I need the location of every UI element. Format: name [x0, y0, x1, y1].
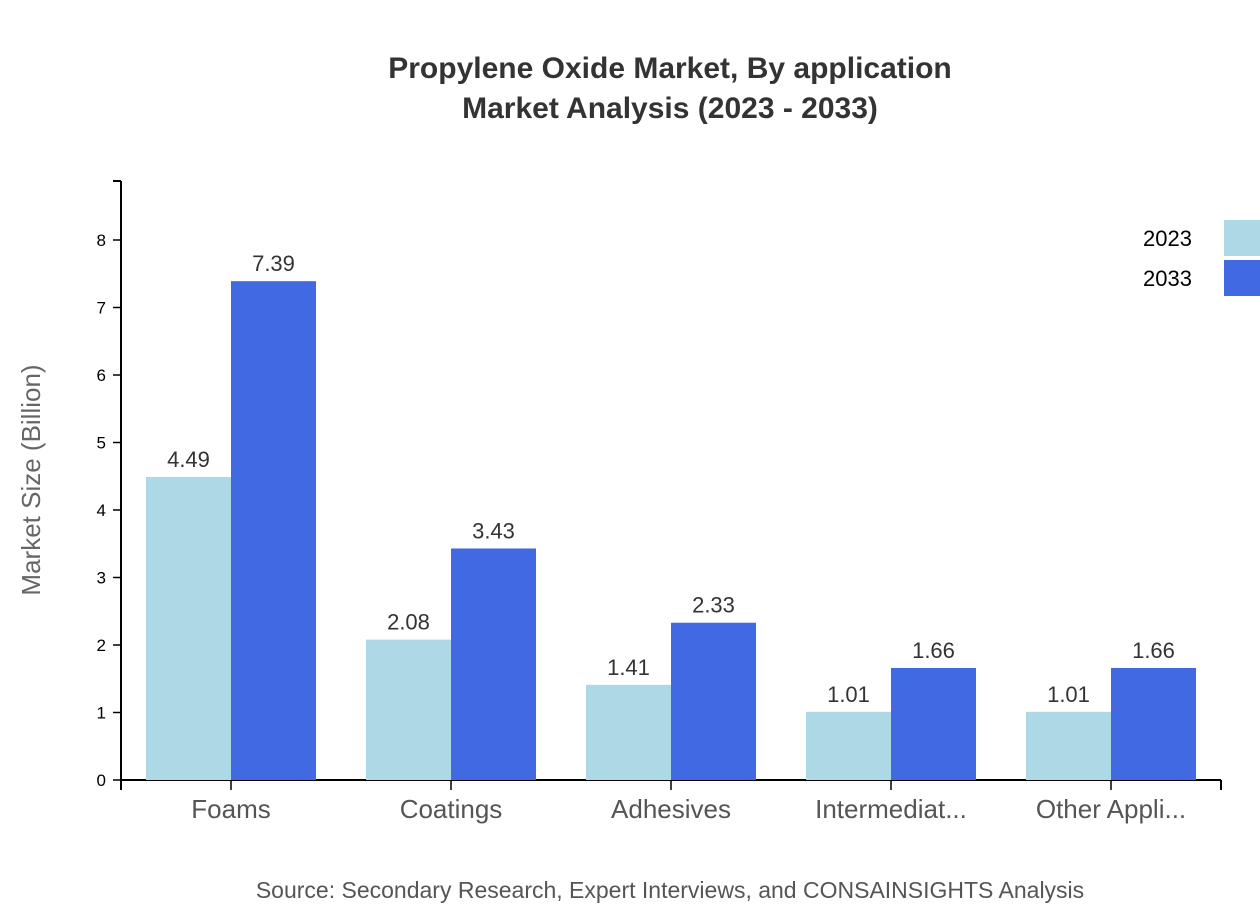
x-tick-label: Other Appli... — [1036, 794, 1186, 824]
bar-2033 — [1111, 667, 1196, 780]
bar-2023 — [1026, 711, 1111, 780]
bar-value-label: 7.39 — [252, 251, 295, 276]
bar-2033 — [671, 622, 756, 780]
bar-value-label: 1.66 — [1132, 638, 1175, 663]
x-tick-label: Intermediat... — [815, 794, 967, 824]
y-tick-label: 0 — [97, 771, 106, 790]
y-tick-label: 8 — [97, 231, 106, 250]
legend-swatch — [1224, 220, 1260, 256]
bar-2023 — [806, 711, 891, 780]
y-tick-label: 3 — [97, 569, 106, 588]
bar-2023 — [366, 639, 451, 780]
bar-value-label: 2.08 — [387, 610, 430, 635]
bar-2023 — [146, 476, 231, 780]
y-tick-label: 7 — [97, 299, 106, 318]
legend-label: 2033 — [1143, 266, 1192, 291]
y-tick-label: 4 — [97, 501, 106, 520]
y-tick-label: 6 — [97, 366, 106, 385]
y-tick-label: 2 — [97, 636, 106, 655]
bar-2033 — [891, 667, 976, 780]
source-note: Source: Secondary Research, Expert Inter… — [255, 877, 1085, 903]
chart-title: Propylene Oxide Market, By application — [388, 52, 952, 85]
bar-value-label: 1.01 — [1047, 682, 1090, 707]
legend-label: 2023 — [1143, 226, 1192, 251]
y-tick-label: 5 — [97, 434, 106, 453]
bar-value-label: 1.41 — [607, 655, 650, 680]
bar-value-label: 3.43 — [472, 518, 515, 543]
bar-2023 — [586, 684, 671, 780]
y-tick-label: 1 — [97, 704, 106, 723]
bar-value-label: 1.01 — [827, 682, 870, 707]
bar-value-label: 4.49 — [167, 447, 210, 472]
y-axis-label: Market Size (Billion) — [16, 364, 46, 595]
x-tick-label: Adhesives — [611, 794, 731, 824]
bar-value-label: 1.66 — [912, 638, 955, 663]
chart-subtitle: Market Analysis (2023 - 2033) — [462, 92, 878, 125]
bar-value-label: 2.33 — [692, 593, 735, 618]
legend-swatch — [1224, 260, 1260, 296]
x-tick-label: Coatings — [400, 794, 503, 824]
bar-2033 — [231, 281, 316, 780]
x-tick-label: Foams — [191, 794, 270, 824]
bar-2033 — [451, 548, 536, 780]
